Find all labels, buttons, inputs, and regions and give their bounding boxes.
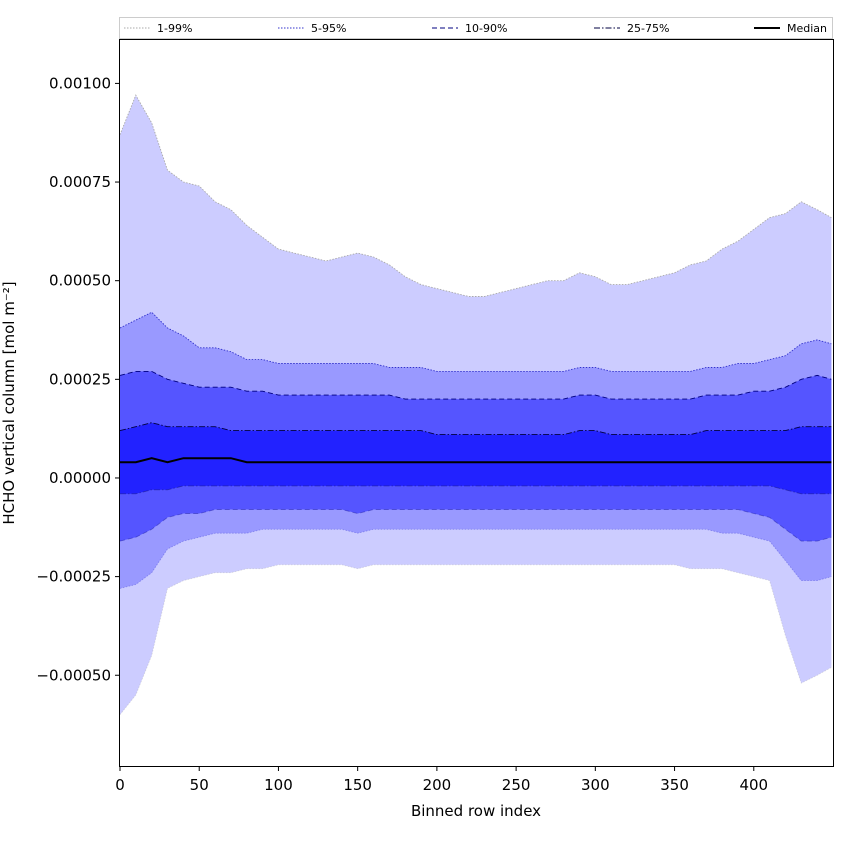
x-tick-label: 150	[343, 776, 372, 794]
y-tick-label: 0.00075	[49, 173, 111, 191]
x-tick-label: 300	[581, 776, 610, 794]
band-25-75%	[120, 422, 832, 494]
median-line	[120, 457, 832, 464]
x-tick-label: 250	[502, 776, 531, 794]
y-tick-label: 0.00100	[49, 74, 111, 92]
band-edge-upper-1-99%	[119, 94, 832, 297]
x-axis: 0 50 100 150 200 250 300 350 400	[115, 766, 768, 794]
legend: 1-99% 5-95% 10-90% 25-75% Median	[119, 17, 833, 39]
y-tick-label: 0.00025	[49, 370, 111, 388]
x-tick-label: 0	[115, 776, 125, 794]
legend-label-10-90%: 10-90%	[465, 22, 507, 35]
legend-label-Median: Median	[787, 22, 827, 35]
legend-label-5-95%: 5-95%	[311, 22, 346, 35]
y-tick-label: 0.00000	[49, 469, 111, 487]
band-edge-upper-10-90%	[119, 370, 832, 400]
x-tick-label: 350	[660, 776, 689, 794]
legend-frame	[119, 17, 833, 39]
x-tick-label: 50	[190, 776, 209, 794]
band-edge-upper-25-75%	[119, 422, 832, 436]
chart-lines	[119, 94, 832, 715]
legend-label-25-75%: 25-75%	[627, 22, 669, 35]
band-edge-lower-1-99%	[119, 564, 832, 715]
band-edge-lower-5-95%	[119, 528, 832, 589]
x-tick-label: 400	[739, 776, 768, 794]
y-tick-label: −0.00025	[36, 568, 111, 586]
band-edge-upper-5-95%	[119, 311, 832, 372]
x-tick-label: 200	[423, 776, 452, 794]
band-edge-lower-10-90%	[119, 509, 832, 542]
x-tick-label: 100	[264, 776, 293, 794]
plot-frame	[119, 39, 834, 767]
y-tick-label: −0.00050	[36, 666, 111, 684]
x-axis-label: Binned row index	[411, 802, 541, 820]
y-axis-label: HCHO vertical column [mol m⁻²]	[0, 281, 18, 524]
chart-bands	[120, 95, 832, 715]
y-axis: −0.00050 −0.00025 0.00000 0.00025 0.00050 0.0…	[36, 74, 120, 684]
legend-label-1-99%: 1-99%	[157, 22, 192, 35]
band-edge-lower-25-75%	[120, 485, 832, 495]
y-tick-label: 0.00050	[49, 272, 111, 290]
